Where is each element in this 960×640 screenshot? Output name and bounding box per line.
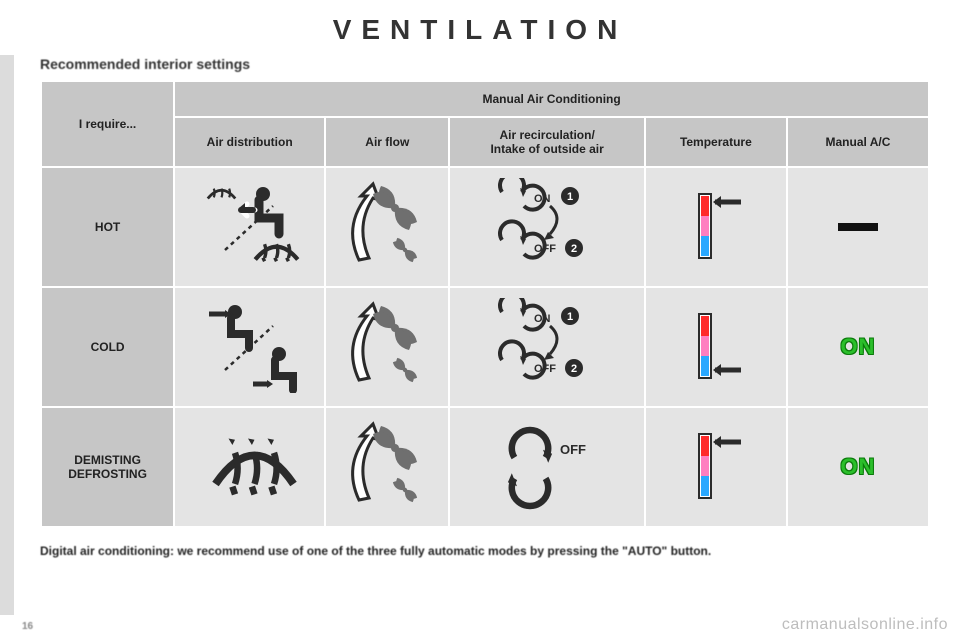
row-label: HOT xyxy=(41,167,174,287)
svg-text:1: 1 xyxy=(567,311,573,323)
temperature-hot-icon xyxy=(671,426,761,509)
temperature-cold-icon xyxy=(671,306,761,389)
page-number: 16 xyxy=(22,621,33,632)
air-dist-feet-defrost-icon xyxy=(195,178,305,276)
footer-note: Digital air conditioning: we recommend u… xyxy=(40,528,930,558)
svg-text:1: 1 xyxy=(567,191,573,203)
cell-dist xyxy=(174,167,325,287)
svg-text:2: 2 xyxy=(571,363,577,375)
hdr-recirc: Air recirculation/ Intake of outside air xyxy=(449,117,644,167)
cell-temp xyxy=(645,287,787,407)
cell-ac: ON xyxy=(787,287,929,407)
cell-dist xyxy=(174,407,325,527)
hdr-ac: Manual A/C xyxy=(787,117,929,167)
svg-text:OFF: OFF xyxy=(534,363,556,375)
cell-flow xyxy=(325,287,449,407)
table-row: HOT xyxy=(41,167,929,287)
ac-on-label: ON xyxy=(840,334,875,359)
table-row: DEMISTING DEFROSTING xyxy=(41,407,929,527)
hdr-group: Manual Air Conditioning xyxy=(174,81,929,117)
page-title: VENTILATION xyxy=(0,0,960,52)
cell-recirc: ON 1 OFF 2 xyxy=(449,287,644,407)
recirc-off-icon: OFF xyxy=(472,418,622,516)
cell-recirc: ON 1 OFF 2 xyxy=(449,167,644,287)
cell-dist xyxy=(174,287,325,407)
svg-text:2: 2 xyxy=(571,243,577,255)
hdr-dist: Air distribution xyxy=(174,117,325,167)
watermark: carmanualsonline.info xyxy=(782,616,948,634)
table-row: COLD xyxy=(41,287,929,407)
air-flow-increase-icon xyxy=(337,418,437,516)
cell-temp xyxy=(645,407,787,527)
cell-recirc: OFF xyxy=(449,407,644,527)
table-header-row-1: I require... Manual Air Conditioning xyxy=(41,81,929,117)
cell-flow xyxy=(325,407,449,527)
side-tab xyxy=(0,55,14,615)
air-flow-increase-icon xyxy=(337,298,437,396)
row-label: COLD xyxy=(41,287,174,407)
table-header-row-2: Air distribution Air flow Air recirculat… xyxy=(41,117,929,167)
air-dist-face-feet-icon xyxy=(195,298,305,396)
recirc-toggle-icon: ON 1 OFF 2 xyxy=(472,178,622,276)
subtitle: Recommended interior settings xyxy=(40,52,930,80)
off-label: OFF xyxy=(534,243,556,255)
on-label: ON xyxy=(534,193,551,205)
temperature-hot-icon xyxy=(671,186,761,269)
cell-ac xyxy=(787,167,929,287)
ac-on-label: ON xyxy=(840,454,875,479)
cell-flow xyxy=(325,167,449,287)
content-area: Recommended interior settings I require.… xyxy=(0,52,960,558)
svg-text:ON: ON xyxy=(534,313,551,325)
air-dist-defrost-icon xyxy=(195,418,305,516)
recirc-toggle-icon: ON 1 OFF 2 xyxy=(472,298,622,396)
hdr-flow: Air flow xyxy=(325,117,449,167)
cell-temp xyxy=(645,167,787,287)
settings-table: I require... Manual Air Conditioning Air… xyxy=(40,80,930,528)
ac-dash-icon xyxy=(838,223,878,231)
off-label: OFF xyxy=(560,442,586,457)
hdr-temp: Temperature xyxy=(645,117,787,167)
cell-ac: ON xyxy=(787,407,929,527)
hdr-require: I require... xyxy=(41,81,174,167)
air-flow-increase-icon xyxy=(337,178,437,276)
row-label: DEMISTING DEFROSTING xyxy=(41,407,174,527)
